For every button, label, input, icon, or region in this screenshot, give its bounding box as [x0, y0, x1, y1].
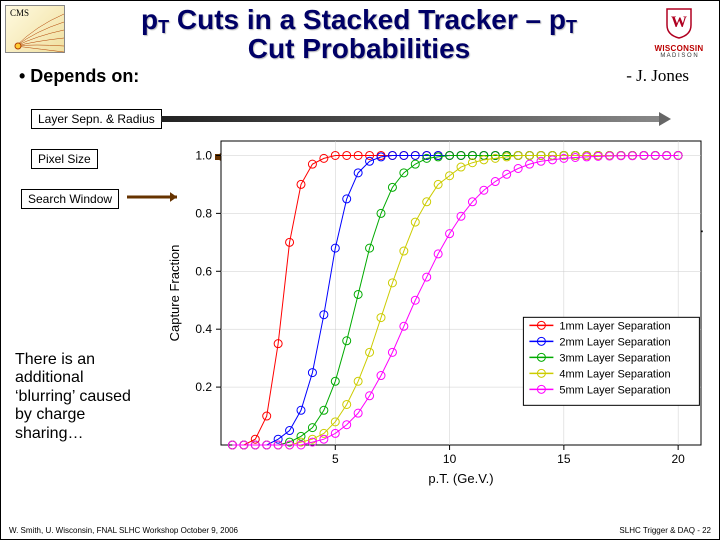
- svg-text:15: 15: [557, 452, 571, 466]
- cms-logo: CMS: [5, 5, 65, 53]
- title-line1: pT Cuts in a Stacked Tracker – pT: [71, 5, 647, 34]
- svg-text:1.0: 1.0: [195, 148, 212, 162]
- wisconsin-sublabel: M A D I S O N: [647, 53, 711, 59]
- box-pixel-size: Pixel Size: [31, 149, 98, 169]
- svg-text:0.2: 0.2: [195, 380, 212, 394]
- svg-text:0.6: 0.6: [195, 264, 212, 278]
- footer-left: W. Smith, U. Wisconsin, FNAL SLHC Worksh…: [9, 526, 238, 535]
- cms-burst-icon: [6, 6, 66, 54]
- depends-label: • Depends on:: [19, 66, 139, 87]
- svg-text:W: W: [671, 14, 687, 31]
- svg-text:5: 5: [332, 452, 339, 466]
- wisconsin-label: WISCONSIN: [647, 44, 711, 53]
- crest-icon: W: [665, 5, 693, 39]
- blurring-note: There is an additional ‘blurring’ caused…: [15, 351, 145, 443]
- svg-text:10: 10: [443, 452, 457, 466]
- svg-text:4mm Layer Separation: 4mm Layer Separation: [559, 368, 670, 380]
- author-credit: - J. Jones: [626, 66, 689, 87]
- svg-text:0.8: 0.8: [195, 206, 212, 220]
- title-line2: Cut Probabilities: [71, 34, 647, 63]
- svg-text:20: 20: [671, 452, 685, 466]
- svg-text:0.4: 0.4: [195, 322, 212, 336]
- svg-text:2mm Layer Separation: 2mm Layer Separation: [559, 336, 670, 348]
- box-search-window: Search Window: [21, 189, 119, 209]
- slide-title: pT Cuts in a Stacked Tracker – pT Cut Pr…: [71, 5, 647, 64]
- wisconsin-logo: W WISCONSIN M A D I S O N: [647, 5, 711, 59]
- svg-text:Capture Fraction: Capture Fraction: [167, 245, 182, 342]
- svg-text:3mm Layer Separation: 3mm Layer Separation: [559, 352, 670, 364]
- footer-right: SLHC Trigger & DAQ - 22: [619, 526, 711, 535]
- capture-fraction-chart: 5 10 15 20 0.2 0.4 0.6 0.8 1.0 p.T. (Ge.V.) Captur…: [161, 131, 711, 491]
- svg-text:p.T. (Ge.V.): p.T. (Ge.V.): [428, 471, 493, 486]
- svg-text:1mm Layer Separation: 1mm Layer Separation: [559, 320, 670, 332]
- box-layer-sep: Layer Sepn. & Radius: [31, 109, 162, 129]
- svg-text:5mm Layer Separation: 5mm Layer Separation: [559, 384, 670, 396]
